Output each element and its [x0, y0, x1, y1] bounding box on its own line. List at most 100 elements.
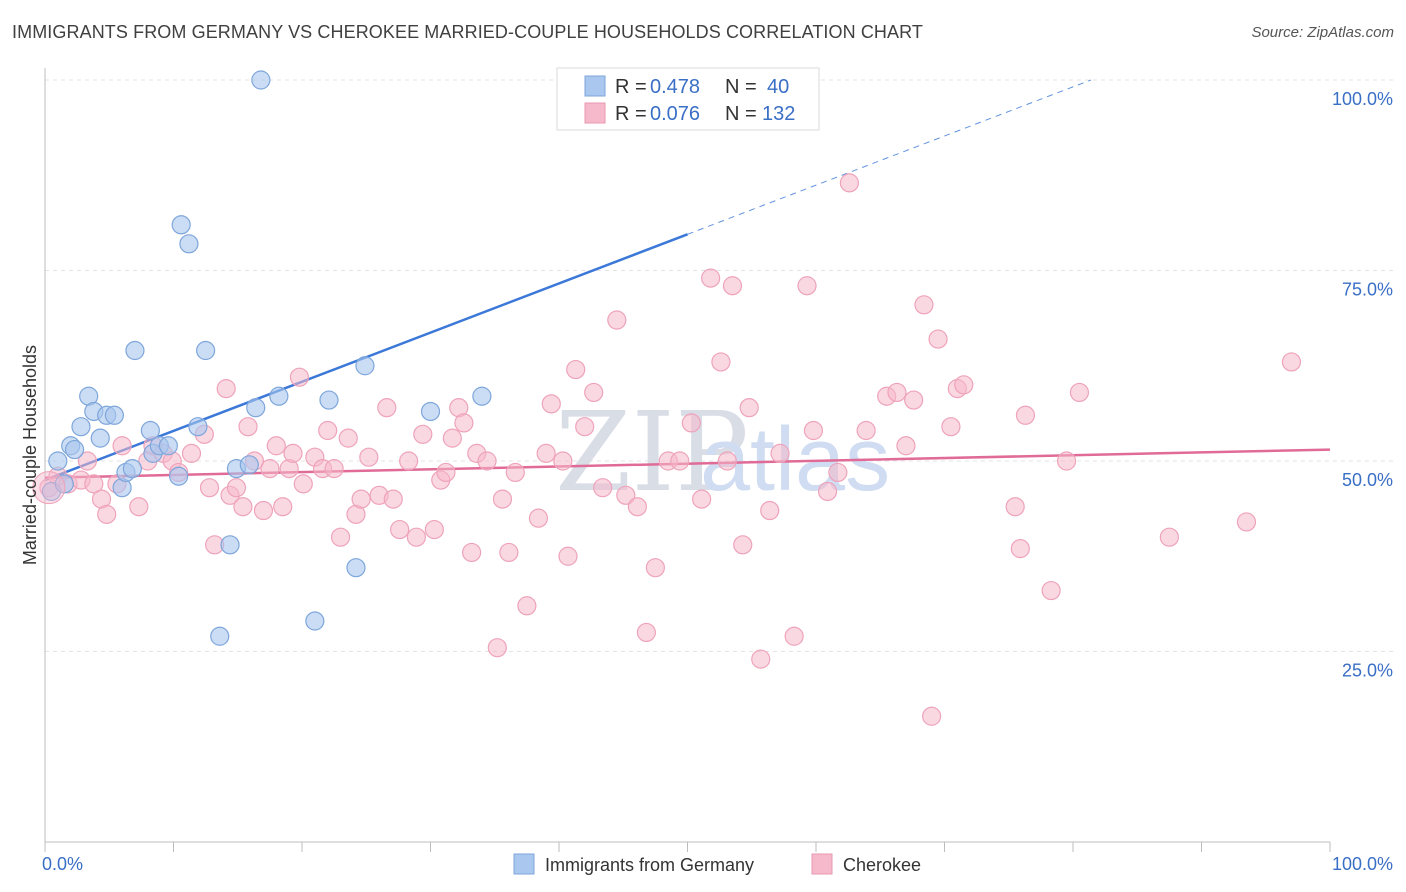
- cherokee-point: [701, 268, 721, 288]
- cherokee-point: [636, 622, 656, 643]
- cherokee-point: [575, 417, 595, 437]
- cherokee-point: [1056, 451, 1077, 471]
- cherokee-point: [692, 489, 712, 509]
- cherokee-point: [1041, 580, 1061, 601]
- x-tick-label: 100.0%: [1332, 854, 1393, 874]
- y-tick-label: 100.0%: [1332, 89, 1393, 109]
- bottom-legend-label-germany: Immigrants from Germany: [545, 855, 754, 875]
- cherokee-point: [226, 478, 247, 498]
- germany-point: [171, 215, 191, 235]
- germany-point: [125, 340, 145, 361]
- source-label: Source: ZipAtlas.com: [1251, 24, 1394, 41]
- germany-point: [188, 417, 208, 437]
- cherokee-point: [627, 497, 647, 517]
- cherokee-point: [528, 508, 549, 528]
- germany-point: [472, 386, 492, 406]
- cherokee-point: [607, 310, 627, 330]
- cherokee-point: [318, 420, 338, 441]
- cherokee-point: [536, 443, 556, 463]
- cherokee-point: [760, 500, 780, 521]
- x-tick-label: 0.0%: [42, 854, 83, 874]
- cherokee-point: [260, 459, 280, 479]
- cherokee-point: [454, 413, 474, 433]
- germany-point: [140, 420, 160, 441]
- legend-n-label: N =: [725, 103, 757, 125]
- legend-swatch-cherokee: [584, 102, 606, 124]
- cherokee-point: [670, 451, 690, 471]
- cherokee-point: [896, 436, 916, 456]
- germany-point: [90, 428, 110, 448]
- germany-point: [420, 401, 441, 422]
- cherokee-point: [681, 413, 701, 433]
- cherokee-point: [436, 462, 456, 483]
- cherokee-point: [383, 489, 403, 509]
- bottom-legend-swatch-cherokee: [811, 853, 833, 875]
- germany-point: [305, 611, 325, 631]
- legend: R = 0.478 N = 40 R = 0.076 N = 132: [556, 67, 820, 131]
- cherokee-point: [266, 436, 286, 456]
- cherokee-point: [856, 420, 876, 441]
- germany-point: [210, 626, 230, 646]
- bottom-legend-swatch-germany: [513, 853, 535, 875]
- cherokee-point: [717, 451, 737, 471]
- cherokee-point: [413, 424, 433, 444]
- cherokee-point: [904, 390, 924, 410]
- legend-n-cherokee: 132: [762, 103, 795, 125]
- cherokee-point: [954, 375, 974, 395]
- cherokee-point: [283, 443, 303, 463]
- germany-point: [220, 535, 240, 555]
- cherokee-point: [751, 649, 771, 669]
- chart-title: IMMIGRANTS FROM GERMANY VS CHEROKEE MARR…: [12, 22, 924, 42]
- cherokee-point: [616, 485, 636, 505]
- cherokee-point: [645, 558, 665, 578]
- bottom-legend: Immigrants from Germany Cherokee: [513, 853, 921, 875]
- cherokee-point: [216, 379, 236, 399]
- cherokee-point: [711, 352, 731, 372]
- cherokee-point: [887, 382, 907, 403]
- germany-point: [246, 398, 266, 418]
- germany-point: [48, 451, 68, 471]
- y-axis-label: Married-couple Households: [20, 345, 40, 565]
- cherokee-point: [84, 474, 104, 494]
- cherokee-point: [406, 527, 426, 547]
- cherokee-point: [584, 382, 604, 403]
- germany-point: [169, 466, 189, 486]
- cherokee-point: [32, 471, 66, 505]
- cherokee-point: [1069, 382, 1090, 403]
- cherokee-point: [817, 481, 838, 502]
- cherokee-point: [733, 535, 753, 555]
- cherokee-point: [359, 447, 379, 467]
- legend-swatch-germany: [584, 75, 606, 97]
- cherokee-point: [487, 638, 507, 658]
- germany-point: [355, 356, 375, 376]
- legend-n-label: N =: [725, 76, 757, 98]
- legend-n-germany: 40: [767, 76, 789, 98]
- germany-point: [251, 70, 271, 90]
- cherokee-point: [922, 706, 942, 726]
- legend-r-cherokee: 0.076: [650, 103, 700, 125]
- cherokee-point: [477, 451, 497, 471]
- cherokee-point: [1236, 512, 1257, 532]
- cherokee-point: [566, 359, 586, 380]
- cherokee-point: [914, 295, 934, 315]
- germany-point: [179, 234, 199, 254]
- bottom-legend-label-cherokee: Cherokee: [843, 855, 921, 875]
- cherokee-point: [97, 504, 117, 524]
- data-points: [32, 70, 1302, 726]
- germany-trend-extension: [687, 79, 1092, 235]
- cherokee-point: [797, 276, 817, 296]
- germany-point: [269, 386, 289, 406]
- cherokee-point: [330, 527, 351, 547]
- cherokee-point: [293, 474, 313, 494]
- watermark-zip: ZIP: [555, 388, 749, 516]
- germany-point: [319, 390, 339, 410]
- cherokee-point: [541, 394, 561, 414]
- cherokee-point: [273, 497, 293, 517]
- cherokee-point: [377, 398, 397, 418]
- germany-point: [122, 459, 142, 479]
- tick-labels: 25.0% 50.0% 75.0% 100.0% 0.0% 100.0%: [42, 89, 1393, 874]
- cherokee-point: [462, 542, 482, 563]
- legend-r-germany: 0.478: [650, 76, 700, 98]
- cherokee-point: [828, 462, 848, 483]
- germany-point: [239, 455, 259, 475]
